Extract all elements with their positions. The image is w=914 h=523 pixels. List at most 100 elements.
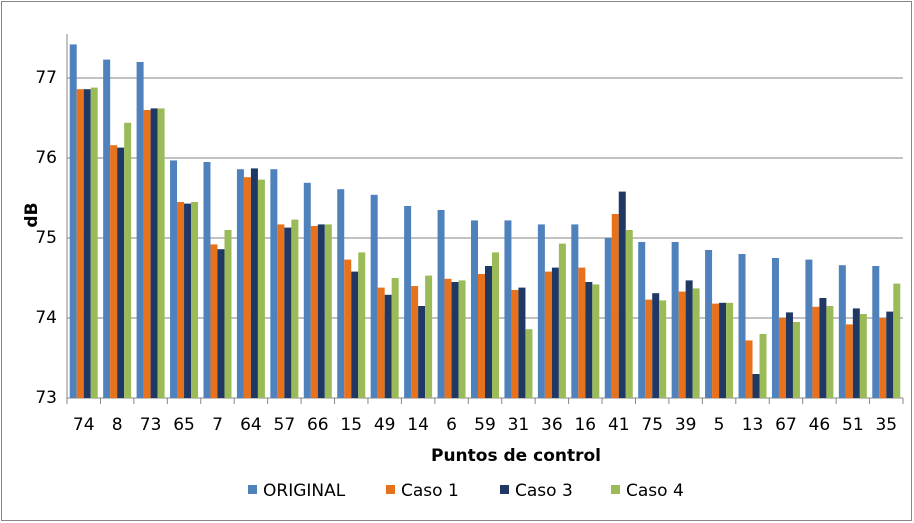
bar — [358, 252, 366, 398]
bar — [745, 340, 753, 398]
legend-label: Caso 1 — [401, 481, 459, 501]
bar — [571, 224, 579, 398]
x-tick-label: 51 — [842, 415, 864, 435]
bar — [618, 191, 626, 398]
bar — [124, 122, 132, 399]
x-tick-label: 6 — [446, 415, 457, 435]
bar — [317, 224, 325, 398]
bar — [544, 271, 552, 398]
y-tick-label: 74 — [35, 308, 57, 328]
bar — [719, 302, 727, 398]
bar — [157, 108, 165, 399]
bar — [243, 177, 251, 398]
x-tick-label: 41 — [608, 415, 630, 435]
x-tick-label: 39 — [675, 415, 697, 435]
bar — [117, 147, 125, 398]
bar — [451, 282, 459, 398]
bar — [425, 275, 433, 398]
bar — [525, 329, 533, 398]
bar — [203, 162, 211, 398]
bar — [778, 318, 786, 398]
bar — [485, 266, 492, 398]
x-tick-label: 67 — [775, 415, 797, 435]
x-tick-label: 73 — [140, 415, 162, 435]
bar — [76, 89, 84, 398]
bar — [738, 254, 746, 398]
bar — [437, 210, 445, 398]
bar — [177, 202, 185, 398]
x-tick-label: 16 — [574, 415, 596, 435]
bar — [886, 311, 894, 398]
legend-marker — [611, 485, 620, 494]
bar — [377, 287, 385, 398]
bar — [592, 284, 600, 398]
x-tick-label: 36 — [541, 415, 563, 435]
y-tick-label: 77 — [35, 68, 57, 88]
bar — [604, 238, 612, 398]
bar — [284, 227, 292, 398]
x-tick-label: 35 — [875, 415, 897, 435]
bar — [859, 314, 867, 398]
x-axis-title: Puntos de control — [431, 446, 601, 466]
bar — [692, 288, 700, 398]
bar — [645, 299, 653, 398]
bar — [678, 291, 686, 398]
bar — [236, 169, 244, 398]
x-tick-label: 46 — [809, 415, 831, 435]
bar — [310, 226, 318, 398]
bar — [210, 244, 218, 398]
bar — [384, 294, 392, 398]
bar — [83, 89, 91, 398]
y-tick-label: 73 — [35, 388, 57, 408]
bar — [771, 258, 779, 398]
bar — [458, 280, 466, 398]
legend-label: Caso 4 — [626, 481, 684, 501]
bar — [404, 206, 412, 398]
bar — [184, 203, 192, 398]
bar — [537, 224, 545, 398]
bar — [391, 278, 399, 398]
bar — [705, 250, 713, 398]
bar — [652, 293, 660, 398]
bar — [792, 322, 800, 398]
bar — [478, 274, 485, 398]
bar — [504, 220, 512, 398]
bar — [90, 87, 98, 398]
bar — [291, 219, 299, 398]
bar — [170, 160, 178, 398]
x-tick-label: 14 — [407, 415, 429, 435]
bar — [819, 298, 827, 398]
bar — [518, 287, 526, 398]
bar — [217, 249, 225, 398]
y-tick-label: 76 — [35, 148, 57, 168]
x-tick-label: 75 — [641, 415, 663, 435]
x-tick-label: 8 — [112, 415, 123, 435]
bar — [444, 278, 452, 398]
bar — [785, 312, 793, 398]
bar — [578, 267, 586, 398]
bar — [411, 286, 419, 398]
bar — [826, 306, 834, 398]
x-tick-label: 15 — [340, 415, 362, 435]
bar — [638, 242, 646, 398]
x-tick-label: 49 — [374, 415, 396, 435]
bar — [585, 282, 593, 398]
bar — [759, 334, 767, 398]
bar — [511, 290, 519, 398]
bar — [712, 303, 720, 398]
bar — [805, 259, 813, 398]
bar — [838, 265, 846, 398]
bar — [351, 271, 359, 398]
x-tick-label: 74 — [73, 415, 95, 435]
bar — [224, 230, 232, 398]
bar — [337, 189, 345, 398]
bar — [150, 108, 158, 399]
x-tick-label: 57 — [274, 415, 296, 435]
x-tick-label: 64 — [240, 415, 262, 435]
legend-label: Caso 3 — [515, 481, 573, 501]
bar — [659, 300, 667, 398]
bar — [611, 214, 619, 398]
bar — [845, 324, 853, 398]
legend-marker — [500, 485, 509, 494]
